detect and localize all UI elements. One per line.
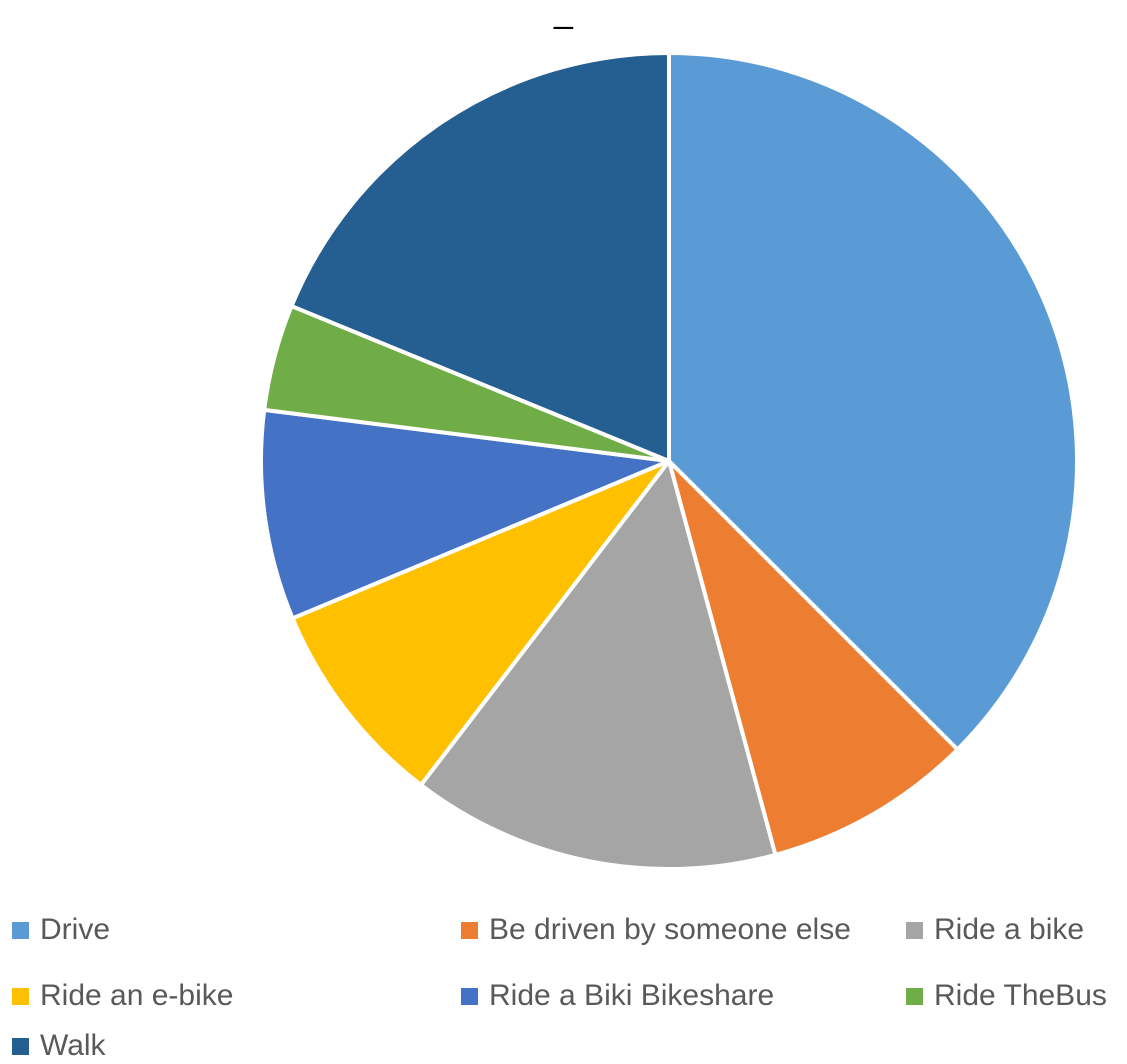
- legend-label: Ride a Biki Bikeshare: [489, 979, 775, 1012]
- legend-swatch: [906, 987, 923, 1005]
- legend-item-ride-an-e-bike: Ride an e-bike: [12, 978, 233, 1014]
- legend-label: Ride TheBus: [934, 979, 1107, 1012]
- legend-item-be-driven: Be driven by someone else: [461, 912, 851, 948]
- legend-label: Walk: [40, 1029, 106, 1062]
- pie-slice-walk: [289, 51, 671, 463]
- pie-slice-ride-an-e-bike: [290, 459, 671, 787]
- legend-swatch: [461, 921, 478, 939]
- legend-item-ride-a-biki-bikeshare: Ride a Biki Bikeshare: [461, 978, 774, 1014]
- pie-slice-ride-a-biki-bikeshare: [259, 407, 671, 621]
- legend-label: Ride a bike: [934, 913, 1085, 946]
- legend-swatch: [461, 987, 478, 1005]
- legend-label: Ride an e-bike: [40, 979, 234, 1012]
- legend-item-ride-thebus: Ride TheBus: [906, 978, 1107, 1014]
- legend-swatch: [12, 921, 29, 939]
- legend-item-walk: Walk: [12, 1028, 106, 1064]
- pie-slice-be-driven-by-someone-else: [667, 459, 960, 857]
- legend-swatch: [12, 1037, 29, 1055]
- pie-slice-ride-a-bike: [418, 459, 778, 871]
- legend-swatch: [906, 921, 923, 939]
- legend-label: Be driven by someone else: [489, 913, 851, 946]
- legend-item-drive: Drive: [12, 912, 110, 948]
- legend-label: Drive: [40, 913, 111, 946]
- legend-item-ride-a-bike: Ride a bike: [906, 912, 1084, 948]
- pie-slice-drive: [667, 51, 1079, 752]
- chart-title: _: [554, 0, 573, 30]
- legend-swatch: [12, 987, 29, 1005]
